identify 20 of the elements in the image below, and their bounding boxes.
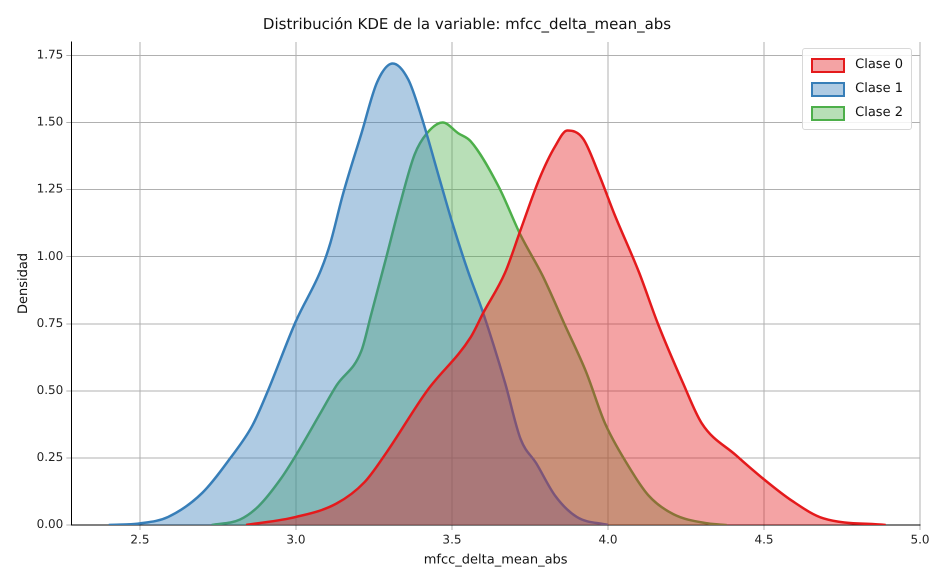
legend-label: Clase 1 bbox=[855, 80, 903, 98]
x-tick-label: 5.0 bbox=[910, 532, 930, 546]
y-tick-label: 1.00 bbox=[36, 248, 64, 263]
y-tick-label: 1.50 bbox=[36, 114, 64, 129]
chart-title: Distribución KDE de la variable: mfcc_delta_mean_abs bbox=[262, 14, 672, 33]
x-tick-label: 4.0 bbox=[598, 532, 618, 546]
x-tick-label: 3.5 bbox=[442, 532, 462, 546]
y-tick-label: 1.25 bbox=[36, 182, 64, 196]
legend-label: Clase 2 bbox=[855, 104, 903, 122]
x-axis-title: mfcc_delta_mean_abs bbox=[424, 552, 568, 568]
legend-label: Clase 0 bbox=[855, 56, 903, 74]
y-tick-label: 0.75 bbox=[36, 316, 64, 330]
x-tick-label: 4.5 bbox=[754, 532, 774, 546]
x-tick-label: 3.0 bbox=[286, 532, 306, 546]
y-axis-title: Densidad bbox=[16, 252, 32, 314]
y-tick-label: 1.75 bbox=[36, 48, 64, 62]
y-tick-label: 0.50 bbox=[36, 382, 64, 397]
x-tick-label: 2.5 bbox=[130, 532, 150, 546]
y-tick-label: 0.00 bbox=[36, 517, 64, 532]
y-tick-label: 0.25 bbox=[36, 450, 64, 464]
